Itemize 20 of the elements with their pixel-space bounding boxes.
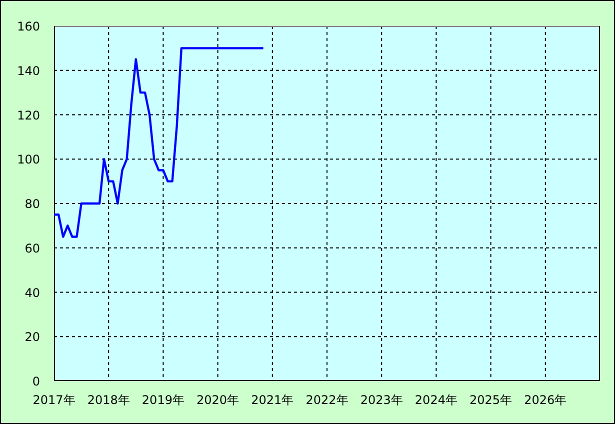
y-tick-label: 40 <box>24 286 40 300</box>
x-tick-label: 2024年 <box>414 393 458 407</box>
x-tick-label: 2019年 <box>142 393 184 407</box>
x-tick-label: 2022年 <box>306 393 348 407</box>
x-tick-label: 2025年 <box>470 393 512 407</box>
y-tick-label: 120 <box>17 108 40 122</box>
x-tick-label: 2017年 <box>32 393 76 407</box>
line-series <box>52 47 264 238</box>
y-tick-label: 140 <box>17 64 40 78</box>
x-tick-label: 2018年 <box>87 393 130 407</box>
x-tick-label: 2021年 <box>251 393 294 407</box>
y-tick-label: 80 <box>24 197 40 211</box>
x-tick-label: 2023年 <box>360 393 403 407</box>
y-tick-label: 100 <box>17 152 40 167</box>
y-tick-label: 20 <box>24 330 40 344</box>
y-tick-label: 60 <box>24 241 40 256</box>
x-tick-label: 2020年 <box>196 393 240 407</box>
y-tick-label: 160 <box>17 20 40 34</box>
x-tick-label: 2026年 <box>524 393 567 407</box>
y-tick-label: 0 <box>32 374 40 388</box>
